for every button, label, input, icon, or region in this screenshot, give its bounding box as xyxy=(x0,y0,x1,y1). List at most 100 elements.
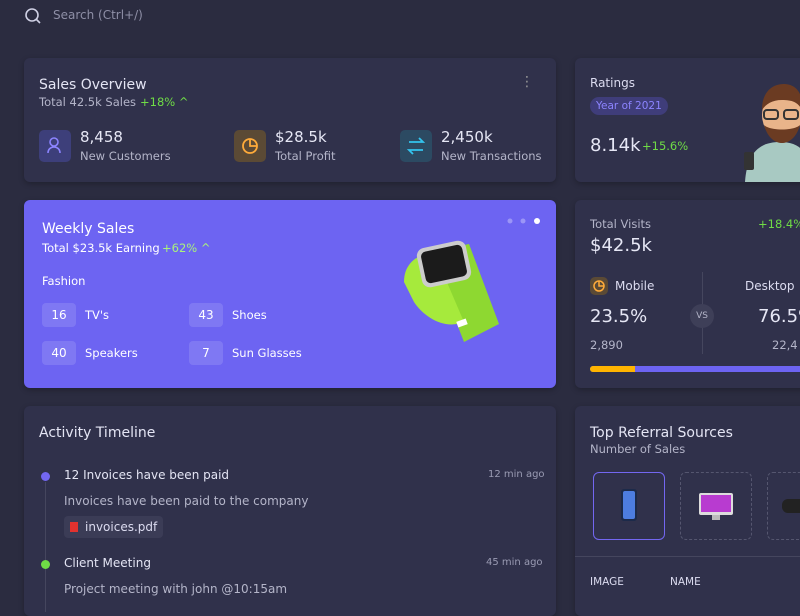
profit-icon xyxy=(234,130,266,162)
body: Search (Ctrl+/) Sales Overview Total 42.… xyxy=(24,7,800,616)
item-count: 16 xyxy=(42,303,76,327)
icon-shape xyxy=(762,84,800,110)
desktop-label: Desktop xyxy=(745,279,795,293)
icon-shape xyxy=(744,152,754,170)
icon-shape xyxy=(762,91,800,139)
change: +62% ^ xyxy=(162,241,211,255)
icon-shape xyxy=(623,491,635,519)
icon-shape xyxy=(404,252,464,325)
activity-timeline-card: Activity Timeline 12 Invoices have been … xyxy=(24,406,556,616)
transactions-icon xyxy=(400,130,432,162)
dashboard: Search (Ctrl+/) Sales Overview Total 42.… xyxy=(24,7,800,616)
section-title: Fashion xyxy=(42,274,86,288)
card-subtitle: Total $23.5k Earning xyxy=(42,241,160,255)
column-header: IMAGE xyxy=(590,576,624,588)
timeline-dot xyxy=(41,560,50,569)
watch-illustration xyxy=(404,240,499,342)
column-header: NAME xyxy=(670,576,701,588)
icon-shape xyxy=(35,18,41,24)
source-tab[interactable] xyxy=(680,472,752,540)
icon-shape xyxy=(507,218,513,224)
search-input[interactable]: Search (Ctrl+/) xyxy=(53,8,143,22)
ratings-change: +15.6% xyxy=(642,139,689,153)
card-subtitle: Total 42.5k Sales xyxy=(39,95,137,109)
item-count: 40 xyxy=(42,341,76,365)
item-label: TV's xyxy=(85,308,110,322)
progress-mobile xyxy=(590,366,635,372)
icon-shape xyxy=(25,8,39,22)
card-subtitle: Number of Sales xyxy=(590,442,686,456)
sales-overview-card: Sales Overview Total 42.5k Sales +18% ^ … xyxy=(24,58,556,182)
customers-icon xyxy=(39,130,71,162)
card-title: Weekly Sales xyxy=(42,221,135,237)
icon-shape xyxy=(49,137,59,147)
ratings-value: 8.14k xyxy=(590,135,641,156)
event-title: Client Meeting xyxy=(64,556,151,570)
change-value: +62% xyxy=(162,241,198,255)
event-description: Project meeting with john @10:15am xyxy=(64,582,288,596)
ratings-card: Ratings Year of 2021 8.14k +15.6% xyxy=(575,58,800,182)
progress-bar xyxy=(590,366,800,372)
icon-shape xyxy=(534,218,540,224)
card-title: Ratings xyxy=(590,76,635,90)
item-label: Speakers xyxy=(85,346,138,360)
mobile-count: 2,890 xyxy=(590,338,623,352)
carousel-dots[interactable] xyxy=(506,217,542,225)
icon-shape xyxy=(745,142,800,182)
top-referral-card: Top Referral Sources Number of Sales IMA… xyxy=(575,406,800,616)
source-tab[interactable] xyxy=(767,472,800,540)
visits-value: $42.5k xyxy=(590,235,652,256)
change: +18% ^ xyxy=(140,95,189,109)
mobile-icon xyxy=(590,277,608,295)
item-label: Shoes xyxy=(232,308,267,322)
stat-value: 8,458 xyxy=(80,128,123,146)
icon-shape xyxy=(406,137,426,155)
item-label: Sun Glasses xyxy=(232,346,302,360)
icon-shape xyxy=(421,244,467,284)
stat-label: New Customers xyxy=(80,149,171,163)
icon-shape xyxy=(520,218,526,224)
attachment[interactable]: invoices.pdf xyxy=(64,516,164,538)
vs-badge: VS xyxy=(690,304,714,328)
icon-shape xyxy=(598,281,604,287)
item-count: 7 xyxy=(189,341,223,365)
timeline-dot xyxy=(41,472,50,481)
mobile-percent: 23.5% xyxy=(590,306,648,327)
card-title: Activity Timeline xyxy=(39,425,156,441)
icon-shape xyxy=(456,318,468,328)
card-title: Total Visits xyxy=(590,217,652,231)
icon-shape xyxy=(712,515,720,520)
visits-change: +18.4% xyxy=(758,217,800,231)
attachment-name: invoices.pdf xyxy=(85,520,158,534)
year-badge: Year of 2021 xyxy=(590,97,668,115)
menu-button[interactable]: ⋮ xyxy=(520,74,534,90)
change-value: +18% xyxy=(140,95,176,109)
icon-shape xyxy=(249,139,257,147)
event-time: 12 min ago xyxy=(488,469,545,480)
search-icon[interactable] xyxy=(24,7,42,25)
timeline-line xyxy=(45,482,46,612)
weekly-sales-card: Weekly Sales Total $23.5k Earning +62% ^… xyxy=(24,200,556,388)
desktop-count: 22,4 xyxy=(772,338,798,352)
event-description: Invoices have been paid to the company xyxy=(64,494,309,508)
stat-label: New Transactions xyxy=(441,149,542,163)
source-tab[interactable] xyxy=(593,472,665,540)
icon-shape xyxy=(763,109,779,120)
stat-value: $28.5k xyxy=(275,128,327,146)
avatar-illustration xyxy=(744,84,800,182)
event-title: 12 Invoices have been paid xyxy=(64,468,230,482)
page: Dashboard {"search": {"placeholder": "Se… xyxy=(24,7,800,616)
pdf-icon xyxy=(70,522,78,532)
icon-shape xyxy=(701,495,731,512)
icon-shape xyxy=(783,109,799,120)
total-visits-card: Total Visits +18.4% $42.5k Mobile 23.5% … xyxy=(575,200,800,388)
item-count: 43 xyxy=(189,303,223,327)
desktop-percent: 76.5% xyxy=(758,306,800,327)
event-time: 45 min ago xyxy=(486,557,543,568)
icon-shape xyxy=(47,146,61,154)
stat-value: 2,450k xyxy=(441,128,493,146)
table-divider xyxy=(575,556,800,557)
stat-label: Total Profit xyxy=(275,149,336,163)
icon-shape xyxy=(764,125,800,143)
icon-shape xyxy=(782,499,800,513)
